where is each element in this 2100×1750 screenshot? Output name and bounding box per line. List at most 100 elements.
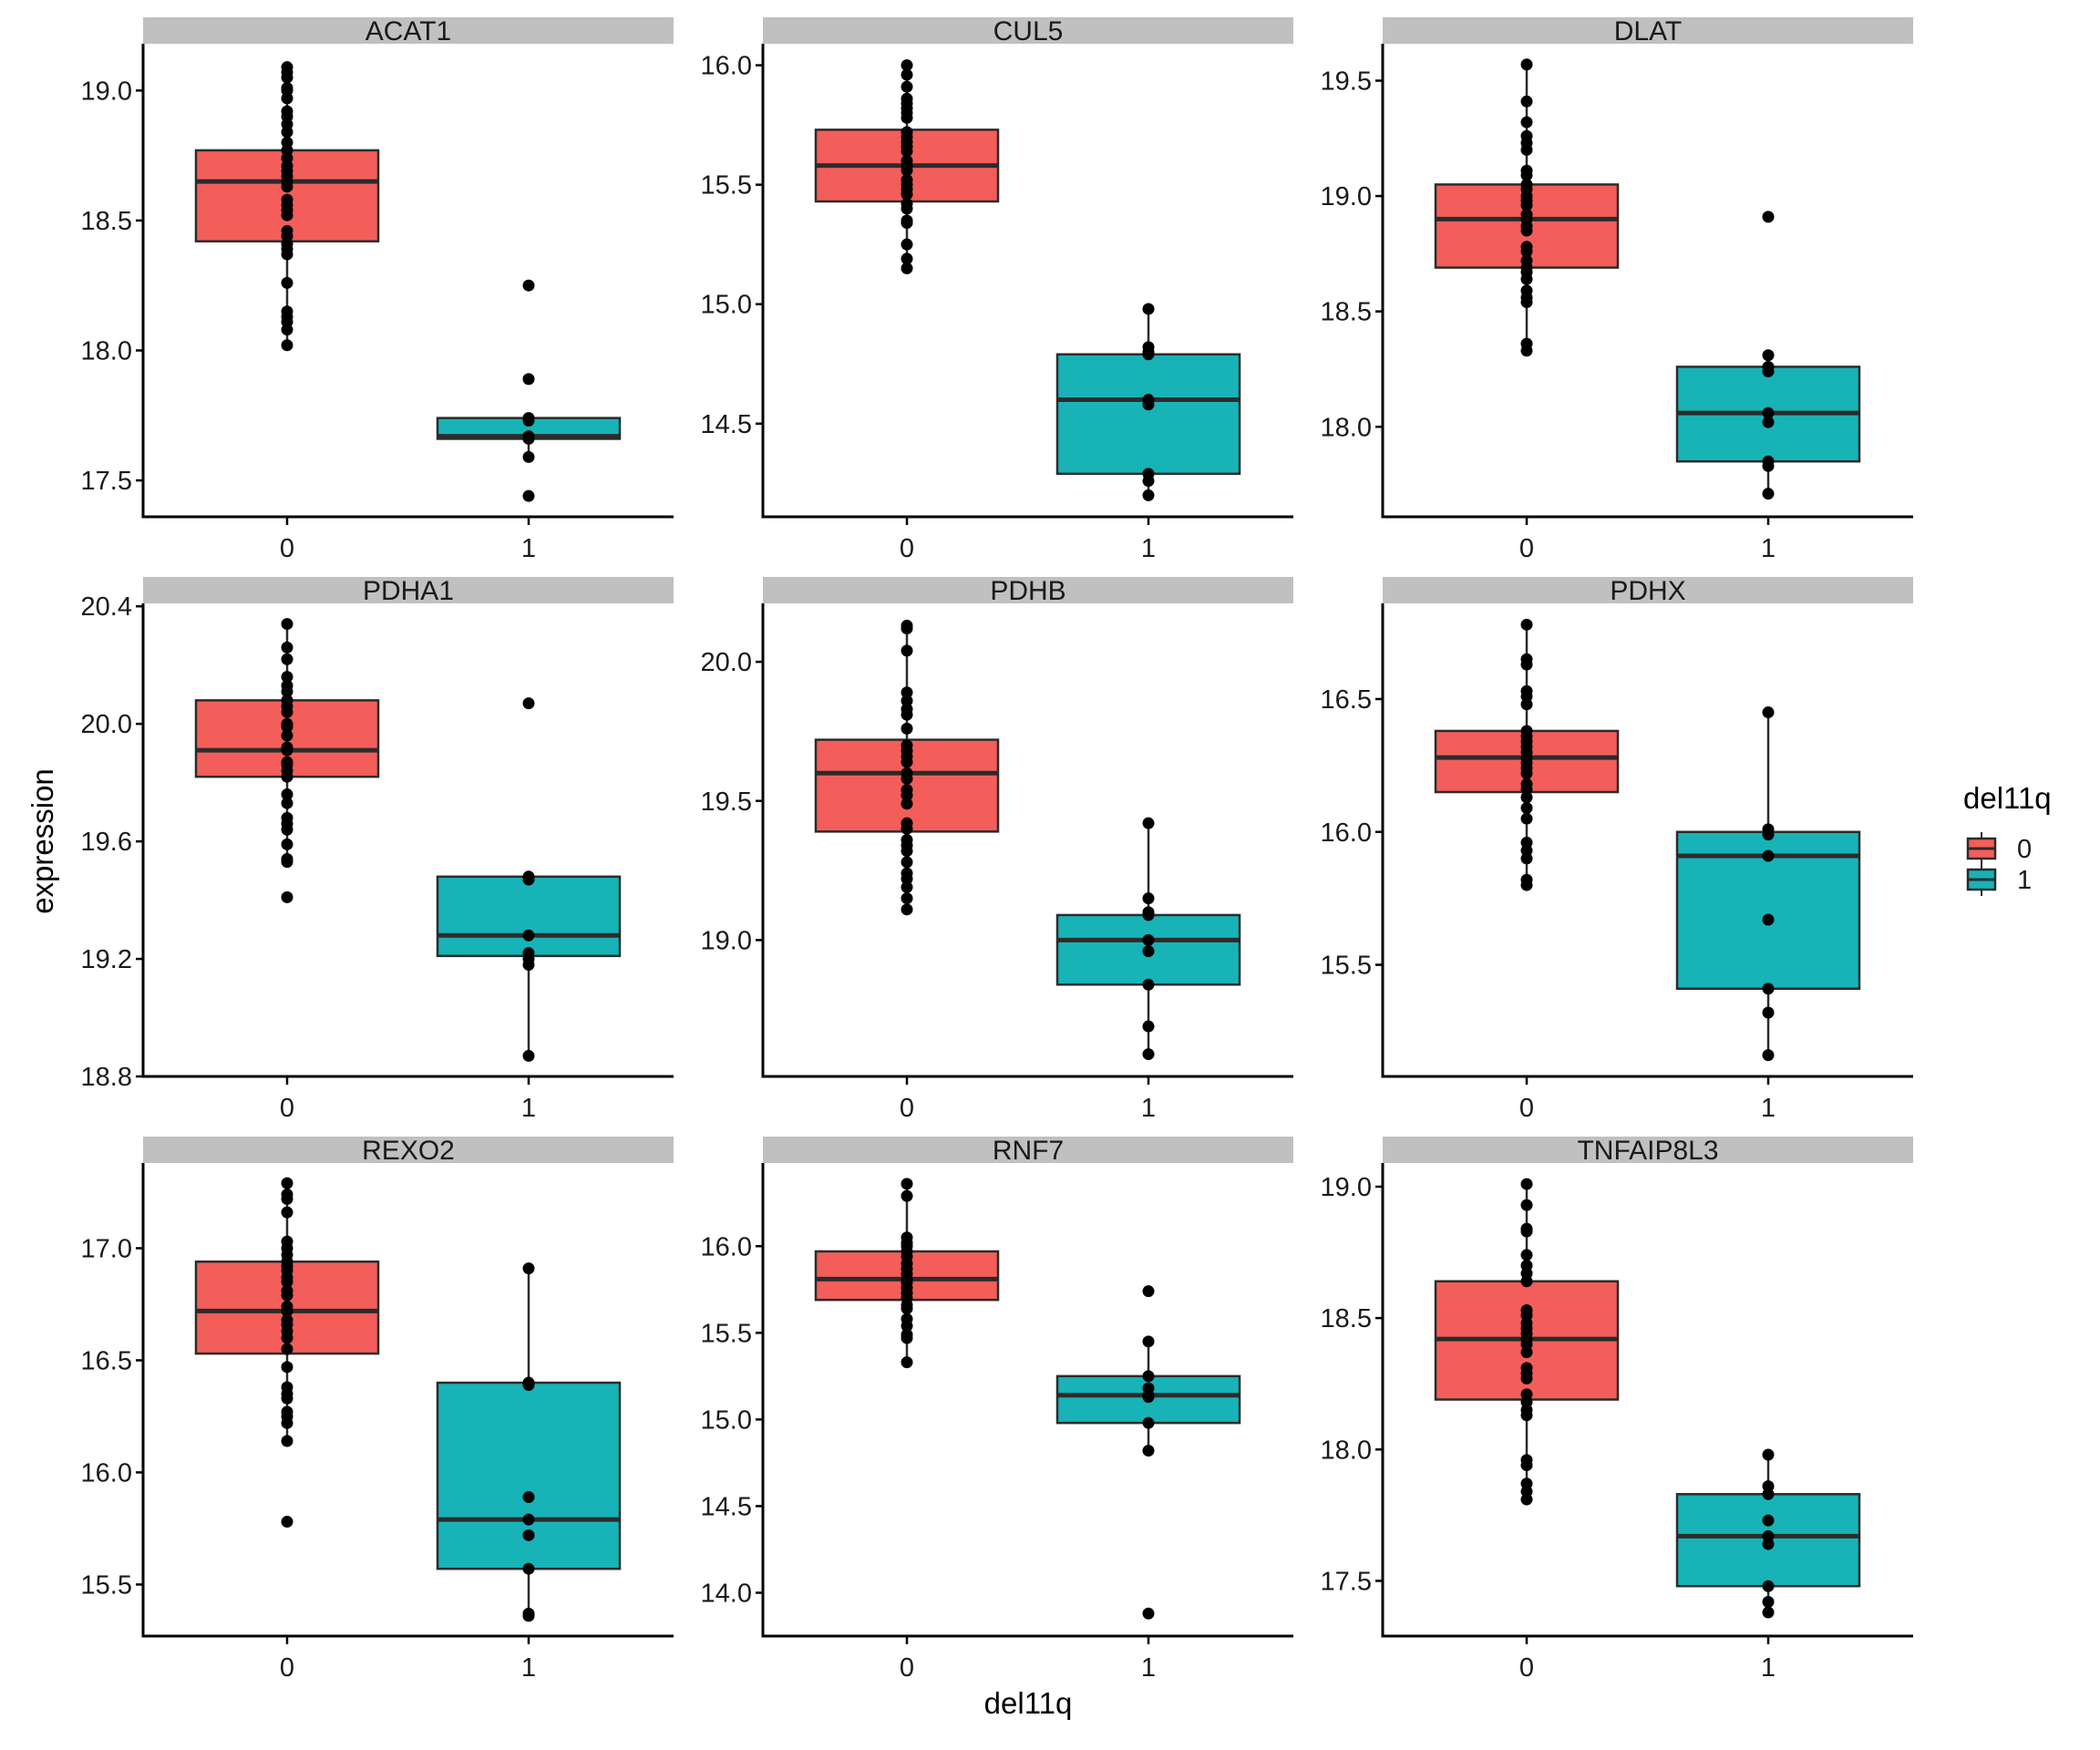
data-point [281, 92, 293, 105]
data-point [281, 1416, 293, 1429]
x-axis-title: del11q [984, 1686, 1073, 1720]
data-point [1762, 1049, 1775, 1062]
data-point [281, 1289, 293, 1302]
data-point [281, 1392, 293, 1405]
x-tick-label: 0 [900, 1653, 914, 1683]
data-point [281, 180, 293, 193]
y-tick-label: 18.0 [81, 336, 132, 365]
data-point [1142, 303, 1155, 315]
data-point [901, 708, 913, 721]
facet-strip-label: DLAT [1614, 16, 1682, 46]
data-point [522, 373, 535, 386]
data-point [901, 756, 913, 768]
y-tick-label: 15.5 [1321, 952, 1372, 981]
facet-strip [143, 17, 674, 44]
data-point [1762, 829, 1775, 841]
facet-panel: RNF7 14.0 14.5 15.0 15.5 16.0 0 1 [701, 1136, 1293, 1683]
data-point [281, 729, 293, 742]
data-point [901, 845, 913, 858]
data-point [1520, 1409, 1533, 1422]
data-point [1520, 245, 1533, 258]
data-point [1142, 1020, 1155, 1033]
box-group-1 [1675, 706, 1861, 1062]
facet-panel: PDHA1 18.8 19.2 19.6 20.0 20.4 0 1 [81, 576, 674, 1123]
facet-panel: PDHB 19.0 19.5 20.0 0 1 [701, 576, 1293, 1123]
data-point [1520, 879, 1533, 891]
data-point [281, 1435, 293, 1447]
data-point [1142, 978, 1155, 991]
facet-strip [763, 1137, 1293, 1163]
y-tick-label: 15.5 [701, 1319, 752, 1348]
data-point [901, 856, 913, 869]
data-point [901, 202, 913, 215]
y-tick-label: 16.0 [701, 52, 752, 81]
x-tick-label: 1 [521, 534, 536, 563]
facet-strip-label: PDHX [1610, 576, 1685, 606]
y-tick-label: 20.4 [81, 592, 132, 622]
data-point [1520, 1493, 1533, 1506]
data-point [281, 653, 293, 665]
legend-key-0: 0 [1966, 832, 2032, 865]
data-point [522, 1529, 535, 1541]
y-tick-label: 19.0 [1321, 1173, 1372, 1202]
data-point [1142, 489, 1155, 501]
x-tick-label: 1 [1141, 534, 1156, 563]
facet-strip-label: CUL5 [993, 16, 1064, 46]
data-point [1520, 143, 1533, 156]
data-point [1762, 349, 1775, 362]
data-point [281, 838, 293, 850]
x-tick-label: 0 [280, 534, 294, 563]
y-tick-label: 20.0 [81, 710, 132, 739]
data-point [1142, 817, 1155, 829]
box-group-1 [436, 697, 622, 1062]
y-tick-label: 17.5 [81, 467, 132, 496]
y-tick-label: 14.5 [701, 1492, 752, 1521]
data-point [281, 126, 293, 139]
data-point [522, 432, 535, 445]
data-point [1762, 1488, 1775, 1500]
data-point [901, 252, 913, 265]
box-iqr [436, 875, 622, 958]
y-tick-label: 18.0 [1321, 413, 1372, 442]
data-point [281, 276, 293, 289]
x-tick-label: 1 [1761, 534, 1776, 563]
data-point [901, 68, 913, 81]
legend-title: del11q [1963, 781, 2052, 815]
data-point [1520, 1372, 1533, 1385]
legend: del11q 01 [1963, 781, 2052, 896]
x-tick-label: 1 [521, 1653, 536, 1683]
data-point [1520, 273, 1533, 285]
data-point [1142, 909, 1155, 921]
facet-panel: DLAT 18.0 18.5 19.0 19.5 0 1 [1321, 16, 1913, 563]
data-point [522, 1610, 535, 1622]
data-point [281, 324, 293, 336]
data-point [1520, 1199, 1533, 1211]
data-point [901, 59, 913, 72]
data-point [1142, 1335, 1155, 1348]
data-point [1520, 802, 1533, 815]
data-point [901, 789, 913, 802]
facet-strip [1383, 1137, 1913, 1163]
facet-strip-label: PDHA1 [363, 576, 454, 606]
box-group-1 [436, 1262, 622, 1622]
data-point [901, 772, 913, 785]
facet-panel: PDHX 15.5 16.0 16.5 0 1 [1321, 576, 1913, 1123]
data-point [1520, 199, 1533, 211]
data-point [1520, 345, 1533, 357]
x-tick-label: 0 [1519, 1094, 1534, 1123]
data-point [281, 770, 293, 783]
data-point [522, 873, 535, 886]
y-tick-label: 16.0 [1321, 818, 1372, 848]
data-point [901, 644, 913, 657]
data-point [901, 822, 913, 835]
y-tick-label: 18.0 [1321, 1436, 1372, 1465]
data-point [1142, 1416, 1155, 1429]
data-point [1520, 58, 1533, 71]
data-point [1762, 1606, 1775, 1619]
y-tick-label: 15.0 [701, 291, 752, 320]
y-axis-title: expression [26, 768, 59, 914]
data-point [522, 1262, 535, 1275]
data-point [281, 209, 293, 221]
facet-panels: ACAT1 17.5 18.0 18.5 19.0 0 1 CUL5 14.5 15.0 15.5 1… [81, 16, 1913, 1683]
data-point [1142, 398, 1155, 411]
